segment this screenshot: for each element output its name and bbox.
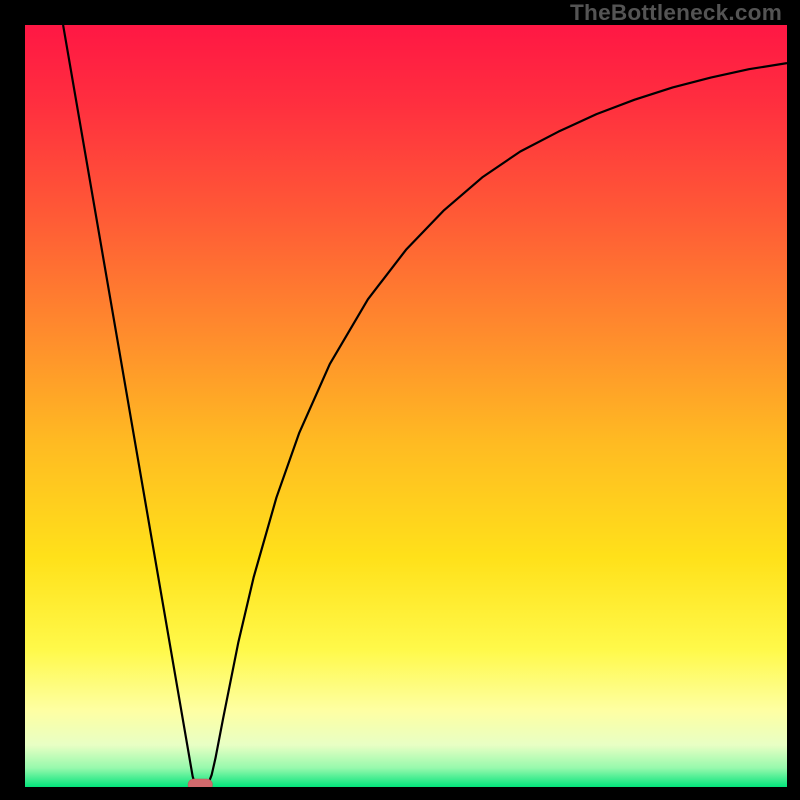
plot-area — [25, 25, 787, 787]
plot-svg — [25, 25, 787, 787]
chart-container: TheBottleneck.com — [0, 0, 800, 800]
optimal-marker — [188, 779, 212, 787]
watermark-text: TheBottleneck.com — [570, 0, 782, 26]
gradient-background — [25, 25, 787, 787]
